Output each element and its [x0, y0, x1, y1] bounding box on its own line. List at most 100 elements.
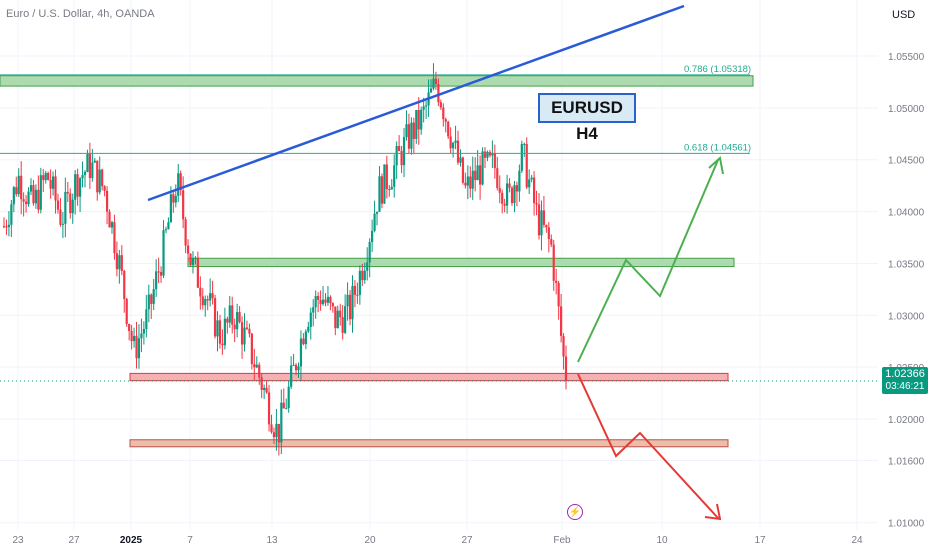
candle-body [108, 211, 111, 228]
candle-body [196, 257, 199, 288]
candle-body [358, 270, 361, 295]
candle-body [466, 176, 469, 186]
candle-body [142, 328, 145, 334]
candle-body [47, 172, 50, 180]
candle-body [319, 300, 322, 305]
candle-body [515, 185, 519, 192]
candle-body [309, 312, 312, 327]
candle-body [86, 153, 89, 172]
candle-body [375, 211, 379, 214]
candle-body [429, 88, 433, 93]
candle-body [535, 203, 538, 205]
zone-support-red-low [129, 439, 729, 448]
candle-body [486, 152, 489, 158]
candle-body [39, 175, 42, 210]
candle-body [334, 306, 337, 329]
candle-body [226, 318, 229, 323]
candle-body [528, 179, 531, 188]
candle-body [559, 306, 563, 336]
candle-body [407, 124, 411, 149]
candle-body [253, 364, 256, 368]
candle-body [132, 335, 136, 342]
candle-body [474, 170, 477, 181]
candle-body [238, 312, 241, 323]
time-axis[interactable]: 23 27 2025 7 13 20 27 Feb 10 17 24 [12, 535, 863, 546]
x-tick-label: 20 [364, 535, 376, 546]
eurusd-h4-label[interactable]: EURUSD H4 [538, 93, 636, 143]
candle-body [34, 189, 38, 204]
candle-body [498, 188, 501, 193]
x-tick-label: 7 [187, 535, 193, 546]
candle-body [167, 222, 170, 230]
candle-body [49, 179, 52, 189]
candle-body [243, 327, 246, 345]
candle-body [385, 164, 388, 189]
candle-body [69, 193, 72, 214]
candle-body [339, 310, 342, 318]
candle-body [157, 271, 160, 273]
candle-body [461, 157, 465, 183]
candle-body [464, 182, 467, 186]
candle-body [272, 432, 276, 438]
candle-body [432, 78, 435, 89]
candle-body [216, 320, 219, 337]
candle-body [304, 331, 307, 345]
candle-body [510, 187, 514, 204]
y-tick-label: 1.05500 [888, 52, 925, 63]
candle-body [5, 226, 8, 228]
candle-body [206, 299, 209, 301]
candle-body [324, 299, 327, 303]
candle-body [469, 176, 472, 189]
bearish-path [577, 373, 719, 519]
candle-body [471, 170, 474, 189]
candle-body [562, 335, 565, 357]
candle-body [501, 192, 504, 204]
candle-body [550, 239, 553, 245]
candle-body [314, 296, 317, 308]
candle-body [456, 140, 460, 163]
candle-body [395, 146, 398, 166]
candle-body [201, 296, 204, 306]
candle-body [66, 191, 69, 194]
candle-body [290, 365, 293, 387]
candle-body [297, 366, 300, 371]
y-tick-label: 1.03000 [888, 311, 925, 322]
candle-body [199, 287, 202, 297]
candle-body [380, 176, 384, 204]
candle-body [442, 107, 445, 120]
candle-body [348, 294, 352, 320]
price-axis[interactable]: 1.05500 1.05000 1.04500 1.04000 1.03500 1.030… [878, 0, 932, 550]
lightning-icon[interactable]: ⚡ [567, 504, 583, 520]
candle-body [260, 377, 263, 390]
candle-body [373, 213, 376, 231]
currency-label: USD [892, 9, 916, 21]
bullish-arrowhead [708, 156, 724, 175]
zones [0, 75, 754, 448]
candle-body [434, 78, 438, 85]
y-tick-label: 1.04000 [888, 208, 925, 219]
candle-body [398, 146, 401, 152]
candle-body [177, 173, 180, 196]
candle-body [258, 364, 261, 378]
candle-body [351, 285, 354, 320]
x-tick-label: 27 [68, 535, 80, 546]
candle-body [37, 189, 40, 210]
candle-body [341, 317, 344, 333]
candle-body [353, 285, 357, 295]
candle-body [118, 255, 121, 270]
candle-body [366, 262, 369, 271]
candle-body [54, 176, 57, 201]
x-tick-label: 13 [266, 535, 278, 546]
candle-body [383, 164, 386, 204]
candle-body [267, 392, 271, 425]
candle-body [150, 294, 153, 304]
candle-body [483, 151, 487, 158]
candle-body [255, 364, 258, 368]
candle-body [93, 160, 96, 163]
zone-support [187, 257, 735, 268]
drawings: 0.786 (1.05318) 0.618 (1.04561) [0, 4, 878, 521]
symbol-title: Euro / U.S. Dollar, 4h, OANDA [6, 8, 155, 20]
candle-body [378, 176, 381, 212]
candle-body [98, 169, 101, 193]
